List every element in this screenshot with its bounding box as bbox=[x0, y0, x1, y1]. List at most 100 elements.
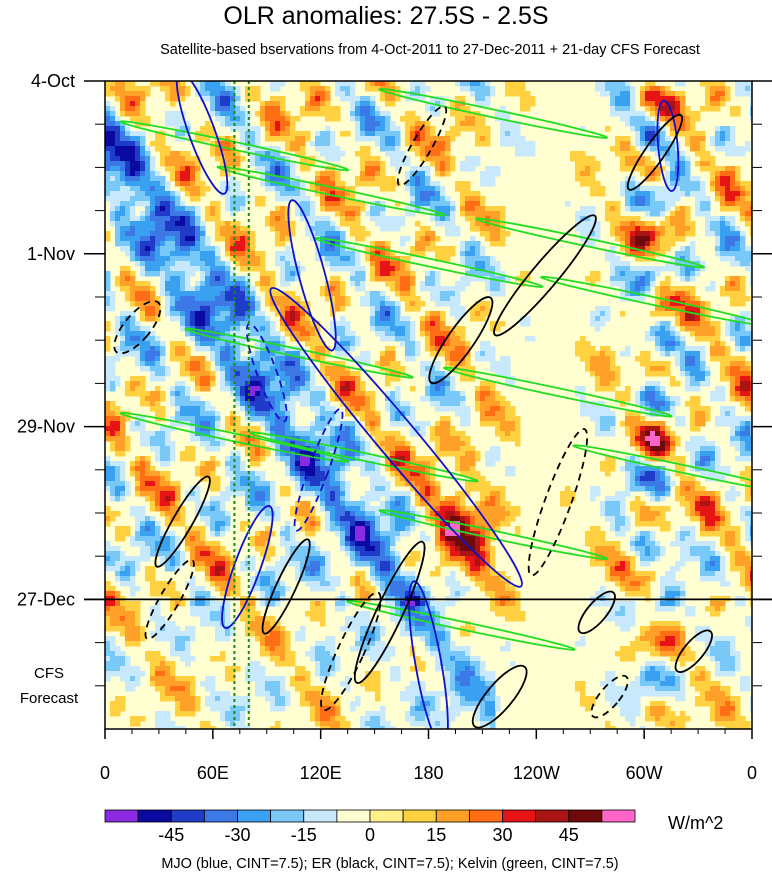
anomaly-cell bbox=[115, 81, 121, 87]
anomaly-cell bbox=[665, 136, 671, 142]
anomaly-cell bbox=[440, 331, 446, 337]
anomaly-cell bbox=[625, 96, 631, 102]
anomaly-cell bbox=[735, 201, 741, 207]
anomaly-cell bbox=[160, 201, 166, 207]
anomaly-cell bbox=[395, 156, 401, 162]
anomaly-cell bbox=[270, 281, 276, 287]
anomaly-cell bbox=[275, 211, 281, 217]
anomaly-cell bbox=[130, 131, 136, 137]
anomaly-cell bbox=[195, 296, 201, 302]
anomaly-cell bbox=[475, 121, 481, 127]
anomaly-cell bbox=[480, 101, 486, 107]
anomaly-cell bbox=[140, 116, 146, 122]
anomaly-cell bbox=[440, 346, 446, 352]
anomaly-cell bbox=[300, 326, 306, 332]
anomaly-cell bbox=[275, 206, 281, 212]
anomaly-cell bbox=[170, 201, 176, 207]
anomaly-cell bbox=[475, 406, 481, 412]
anomaly-cell bbox=[385, 356, 391, 362]
anomaly-cell bbox=[175, 151, 181, 157]
anomaly-cell bbox=[175, 401, 181, 407]
anomaly-cell bbox=[110, 176, 116, 182]
anomaly-cell bbox=[190, 156, 196, 162]
anomaly-cell bbox=[330, 331, 336, 337]
anomaly-cell bbox=[300, 336, 306, 342]
anomaly-cell bbox=[690, 396, 696, 402]
anomaly-cell bbox=[675, 111, 681, 117]
anomaly-cell bbox=[635, 116, 641, 122]
anomaly-cell bbox=[300, 181, 306, 187]
anomaly-cell bbox=[180, 231, 186, 237]
anomaly-cell bbox=[745, 141, 751, 147]
anomaly-cell bbox=[155, 221, 161, 227]
anomaly-cell bbox=[695, 401, 701, 407]
anomaly-cell bbox=[445, 381, 451, 387]
anomaly-cell bbox=[475, 246, 481, 252]
anomaly-cell bbox=[405, 186, 411, 192]
anomaly-cell bbox=[680, 271, 686, 277]
anomaly-cell bbox=[640, 276, 646, 282]
anomaly-cell bbox=[185, 301, 191, 307]
anomaly-cell bbox=[265, 271, 271, 277]
anomaly-cell bbox=[415, 96, 421, 102]
anomaly-cell bbox=[665, 406, 671, 412]
anomaly-cell bbox=[725, 196, 731, 202]
anomaly-cell bbox=[635, 236, 641, 242]
anomaly-cell bbox=[245, 296, 251, 302]
anomaly-cell bbox=[410, 131, 416, 137]
anomaly-cell bbox=[525, 146, 531, 152]
anomaly-cell bbox=[310, 326, 316, 332]
anomaly-cell bbox=[480, 351, 486, 357]
anomaly-cell bbox=[220, 366, 226, 372]
anomaly-cell bbox=[245, 406, 251, 412]
anomaly-cell bbox=[260, 251, 266, 257]
anomaly-cell bbox=[740, 326, 746, 332]
anomaly-cell bbox=[705, 206, 711, 212]
anomaly-cell bbox=[230, 161, 236, 167]
anomaly-cell bbox=[495, 211, 501, 217]
anomaly-cell bbox=[635, 206, 641, 212]
anomaly-cell bbox=[245, 226, 251, 232]
anomaly-cell bbox=[260, 271, 266, 277]
anomaly-cell bbox=[330, 371, 336, 377]
anomaly-cell bbox=[450, 391, 456, 397]
anomaly-cell bbox=[190, 316, 196, 322]
anomaly-cell bbox=[150, 226, 156, 232]
anomaly-cell bbox=[230, 221, 236, 227]
anomaly-cell bbox=[490, 206, 496, 212]
anomaly-cell bbox=[410, 116, 416, 122]
anomaly-cell bbox=[115, 96, 121, 102]
anomaly-cell bbox=[225, 81, 231, 87]
anomaly-cell bbox=[720, 131, 726, 137]
anomaly-cell bbox=[355, 96, 361, 102]
anomaly-cell bbox=[125, 391, 131, 397]
anomaly-cell bbox=[320, 286, 326, 292]
anomaly-cell bbox=[310, 341, 316, 347]
anomaly-cell bbox=[225, 241, 231, 247]
anomaly-cell bbox=[720, 286, 726, 292]
anomaly-cell bbox=[135, 176, 141, 182]
anomaly-cell bbox=[155, 206, 161, 212]
anomaly-cell bbox=[485, 406, 491, 412]
anomaly-cell bbox=[265, 161, 271, 167]
anomaly-cell bbox=[750, 266, 752, 272]
anomaly-cell bbox=[480, 256, 486, 262]
anomaly-cell bbox=[255, 256, 261, 262]
anomaly-cell bbox=[290, 136, 296, 142]
anomaly-cell bbox=[615, 376, 621, 382]
anomaly-cell bbox=[380, 331, 386, 337]
anomaly-cell bbox=[155, 311, 161, 317]
anomaly-cell bbox=[320, 196, 326, 202]
anomaly-cell bbox=[385, 381, 391, 387]
anomaly-cell bbox=[245, 121, 251, 127]
anomaly-cell bbox=[485, 391, 491, 397]
anomaly-cell bbox=[390, 281, 396, 287]
anomaly-cell bbox=[155, 361, 161, 367]
anomaly-cell bbox=[610, 256, 616, 262]
anomaly-cell bbox=[405, 346, 411, 352]
anomaly-cell bbox=[700, 351, 706, 357]
anomaly-cell bbox=[440, 406, 446, 412]
anomaly-cell bbox=[275, 116, 281, 122]
anomaly-cell bbox=[200, 81, 206, 87]
anomaly-cell bbox=[375, 311, 381, 317]
